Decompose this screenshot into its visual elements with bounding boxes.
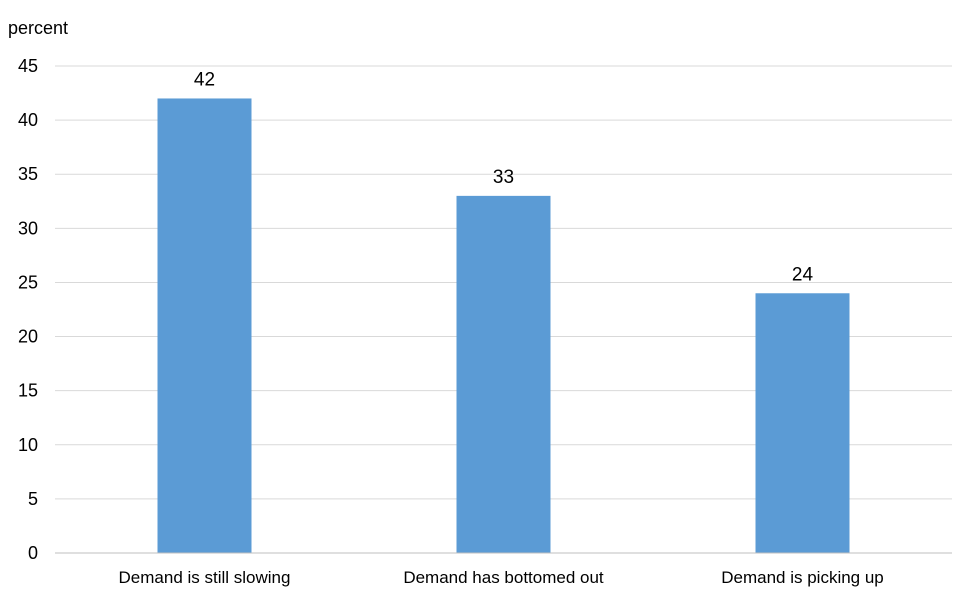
data-label: 42 [194,69,215,90]
x-category-label: Demand is still slowing [119,568,291,587]
y-tick-label: 35 [18,164,38,184]
bar [157,98,252,553]
y-tick-label: 45 [18,56,38,76]
bar [456,195,551,553]
y-tick-label: 30 [18,218,38,238]
data-labels: 42 33 24 [194,69,814,285]
data-label: 33 [493,167,514,188]
y-tick-label: 15 [18,381,38,401]
y-tick-label: 0 [28,543,38,563]
x-category-label: Demand is picking up [721,568,884,587]
y-axis-ticks: 0 5 10 15 20 25 30 35 40 45 [18,56,38,563]
data-label: 24 [792,264,814,285]
y-tick-label: 10 [18,435,38,455]
y-tick-label: 25 [18,272,38,292]
x-axis-categories: Demand is still slowing Demand has bottom… [119,568,884,587]
y-tick-label: 20 [18,327,38,347]
x-category-label: Demand has bottomed out [403,568,604,587]
y-axis-title: percent [8,18,68,38]
y-tick-label: 40 [18,110,38,130]
bars [157,98,850,553]
bar [755,293,850,553]
y-tick-label: 5 [28,489,38,509]
